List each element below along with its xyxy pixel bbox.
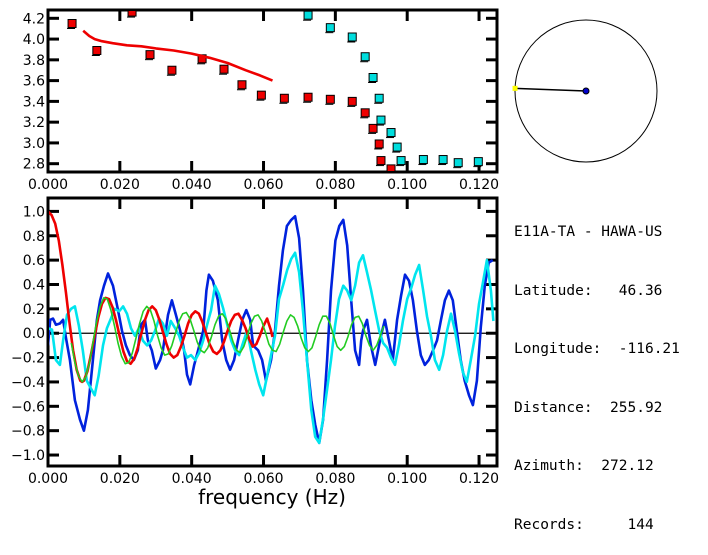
y-tick-label: 0.8	[23, 229, 45, 245]
red-points-point	[67, 19, 77, 28]
red-points-point	[92, 46, 102, 55]
center-marker	[582, 87, 590, 95]
cyan-points-point	[453, 158, 463, 168]
y-tick-label: 0.2	[23, 302, 45, 318]
red-points-point	[219, 64, 229, 74]
cyan-points-point	[325, 23, 335, 33]
cyan-line	[49, 251, 495, 445]
x-tick-label: 0.060	[243, 177, 283, 193]
x-tick-label: 0.100	[387, 471, 427, 487]
y-tick-label: 3.8	[23, 53, 45, 69]
y-tick-label: 0.6	[23, 253, 45, 269]
cyan-points-point	[396, 156, 406, 166]
red-points-point	[347, 96, 357, 106]
cyan-points-point	[374, 93, 384, 103]
azimuth-circle	[514, 19, 658, 163]
x-tick-label: 0.000	[28, 177, 68, 193]
red-points-point	[167, 65, 177, 75]
y-tick-label: 0.0	[23, 326, 45, 342]
red-points-point	[279, 93, 289, 103]
x-tick-label: 0.120	[459, 177, 499, 193]
chart-canvas: 0.000 0.020 0.040 0.060 0.080 0.100 0.120 2.8 3.…	[11, 8, 658, 509]
x-tick-label: 0.100	[387, 177, 427, 193]
y-tick-label: −1.0	[11, 448, 45, 464]
info-label: Distance:	[514, 399, 593, 416]
cyan-points-point	[473, 157, 483, 167]
red-points-point	[145, 50, 155, 60]
station-pair-title: E11A-TA - HAWA-US	[514, 224, 663, 240]
info-row-records: Records: 144	[514, 516, 680, 536]
cyan-points-point	[376, 115, 386, 125]
series-group	[49, 210, 495, 445]
info-value: -116.21	[601, 341, 680, 357]
x-tick-label: 0.080	[315, 471, 355, 487]
red-points-point	[256, 90, 266, 100]
y-tick-label: 4.0	[23, 32, 45, 48]
series-group	[67, 11, 483, 171]
dispersion-plot: 0.000 0.020 0.040 0.060 0.080 0.100 0.120 2.8 3.…	[23, 8, 499, 193]
red-points-point	[368, 123, 378, 133]
y-tick-label: 0.4	[23, 277, 45, 293]
y-tick-label: 3.2	[23, 115, 45, 131]
cyan-points-point	[418, 155, 428, 165]
red-points-point	[237, 80, 247, 90]
x-axis-label: frequency (Hz)	[198, 485, 346, 509]
x-tick-label: 0.040	[172, 177, 212, 193]
station-info-panel: E11A-TA - HAWA-US Latitude: 46.36 Longit…	[514, 184, 680, 555]
cyan-points-point	[347, 32, 357, 42]
y-tick-label: 2.8	[23, 157, 45, 173]
info-label: Longitude:	[514, 341, 602, 357]
red-points-point	[374, 139, 384, 149]
y-tick-label: −0.6	[11, 399, 45, 415]
y-tick-label: 4.2	[23, 11, 45, 27]
green-line	[70, 297, 385, 383]
x-tick-label: 0.080	[315, 177, 355, 193]
info-label: Azimuth:	[514, 458, 584, 474]
y-tick-label: −0.4	[11, 375, 45, 391]
y-tick-label: −0.2	[11, 351, 45, 367]
azimuth-map	[512, 19, 658, 163]
y-tick-label: 3.6	[23, 74, 45, 90]
azimuth-line	[515, 87, 587, 92]
cyan-points-point	[392, 142, 402, 152]
info-row-azimuth: Azimuth: 272.12	[514, 457, 680, 477]
red-points-point	[325, 94, 335, 104]
info-row-distance: Distance: 255.92	[514, 399, 680, 419]
x-tick-label: 0.040	[172, 471, 212, 487]
correlation-plot: 0.000 0.020 0.040 0.060 0.080 0.100 0.120 −1.0 −…	[11, 196, 499, 487]
info-value: 255.92	[592, 399, 663, 416]
red-points-point	[360, 108, 370, 118]
cyan-points-point	[360, 52, 370, 62]
x-tick-label: 0.060	[243, 471, 283, 487]
x-tick-label: 0.020	[100, 471, 140, 487]
cyan-points-point	[368, 73, 378, 82]
info-value: 46.36	[592, 282, 663, 299]
red-points-point	[376, 156, 386, 166]
y-tick-label: 1.0	[23, 204, 45, 220]
info-row-longitude: Longitude: -116.21	[514, 340, 680, 360]
info-value: 272.12	[583, 458, 654, 474]
x-tick-label: 0.020	[100, 177, 140, 193]
cyan-points-point	[386, 128, 396, 138]
plot-frame	[46, 8, 499, 174]
cyan-points-point	[438, 155, 448, 165]
red-curve-line	[82, 29, 273, 82]
y-tick-label: 3.4	[23, 94, 45, 110]
station-marker	[512, 85, 518, 91]
red-points-point	[303, 92, 313, 102]
y-tick-label: −0.8	[11, 424, 45, 440]
y-tick-label: 3.0	[23, 136, 45, 152]
x-tick-label: 0.000	[28, 471, 68, 487]
x-tick-label: 0.120	[459, 471, 499, 487]
info-label: Latitude:	[514, 282, 593, 299]
info-row-latitude: Latitude: 46.36	[514, 282, 680, 302]
cyan-points-point	[303, 11, 313, 20]
red-points-point	[386, 164, 396, 171]
red-points-point	[127, 11, 137, 17]
